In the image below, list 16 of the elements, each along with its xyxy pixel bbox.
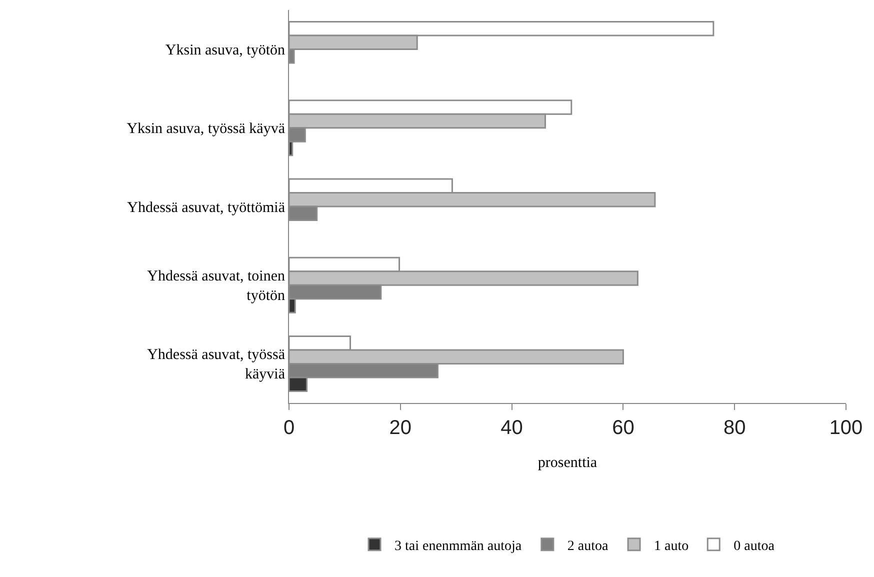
y-tick-label: Yhdessä asuvat, työttömiä [127, 200, 286, 216]
x-tick-label: 20 [389, 417, 412, 439]
legend-label: 0 autoa [734, 538, 776, 554]
x-tick-label: 40 [500, 417, 523, 439]
x-tick-label: 80 [723, 417, 746, 439]
legend-label: 2 autoa [567, 538, 610, 554]
legend-label: 3 tai enenmmän autoja [394, 538, 522, 554]
x-tick-label: 0 [283, 417, 295, 439]
legend-label: 1 auto [654, 538, 689, 554]
y-tick-label: Yksin asuva, työtön [165, 42, 286, 59]
x-tick-label: 60 [612, 417, 634, 439]
y-tick-label: Yksin asuva, työssä käyvä [126, 121, 286, 138]
x-axis-title: prosenttia [538, 455, 598, 471]
y-tick-label: Yhdessä asuvat, toinen työtön [147, 268, 286, 304]
x-tick-label: 100 [829, 417, 863, 439]
y-tick-label: Yhdessä asuvat, työssä käyviä [147, 347, 286, 383]
